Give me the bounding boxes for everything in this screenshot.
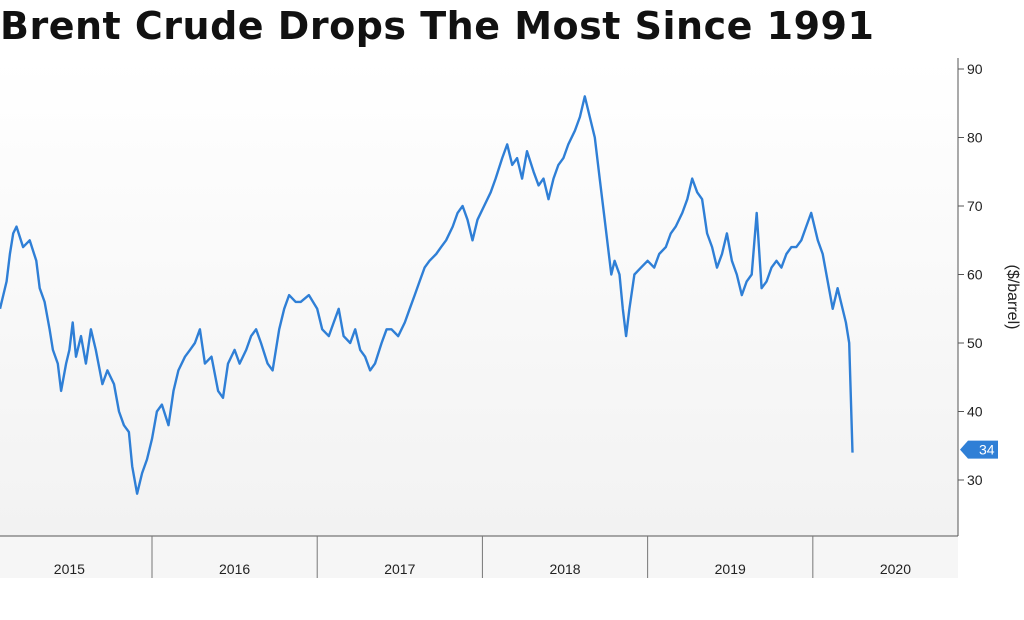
x-tick-label: 2019: [715, 561, 746, 577]
y-tick-label: 90: [967, 61, 983, 77]
x-tick-label: 2015: [54, 561, 85, 577]
y-axis-label: ($/barrel): [1004, 265, 1021, 330]
y-tick-label: 30: [967, 472, 983, 488]
last-value-marker: 34: [960, 440, 998, 459]
chart-title: Brent Crude Drops The Most Since 1991: [0, 4, 875, 48]
y-tick-label: 40: [967, 404, 983, 420]
y-tick-label: 70: [967, 198, 983, 214]
last-value-label: 34: [979, 442, 995, 458]
y-tick-label: 50: [967, 335, 983, 351]
y-tick-label: 80: [967, 130, 983, 146]
price-line: [0, 95, 854, 495]
x-tick-label: 2020: [880, 561, 911, 577]
plot-background: [0, 58, 958, 536]
x-tick-label: 2017: [384, 561, 415, 577]
x-axis-band: [0, 536, 958, 578]
x-tick-label: 2018: [549, 561, 580, 577]
x-tick-label: 2016: [219, 561, 250, 577]
y-tick-label: 60: [967, 267, 983, 283]
